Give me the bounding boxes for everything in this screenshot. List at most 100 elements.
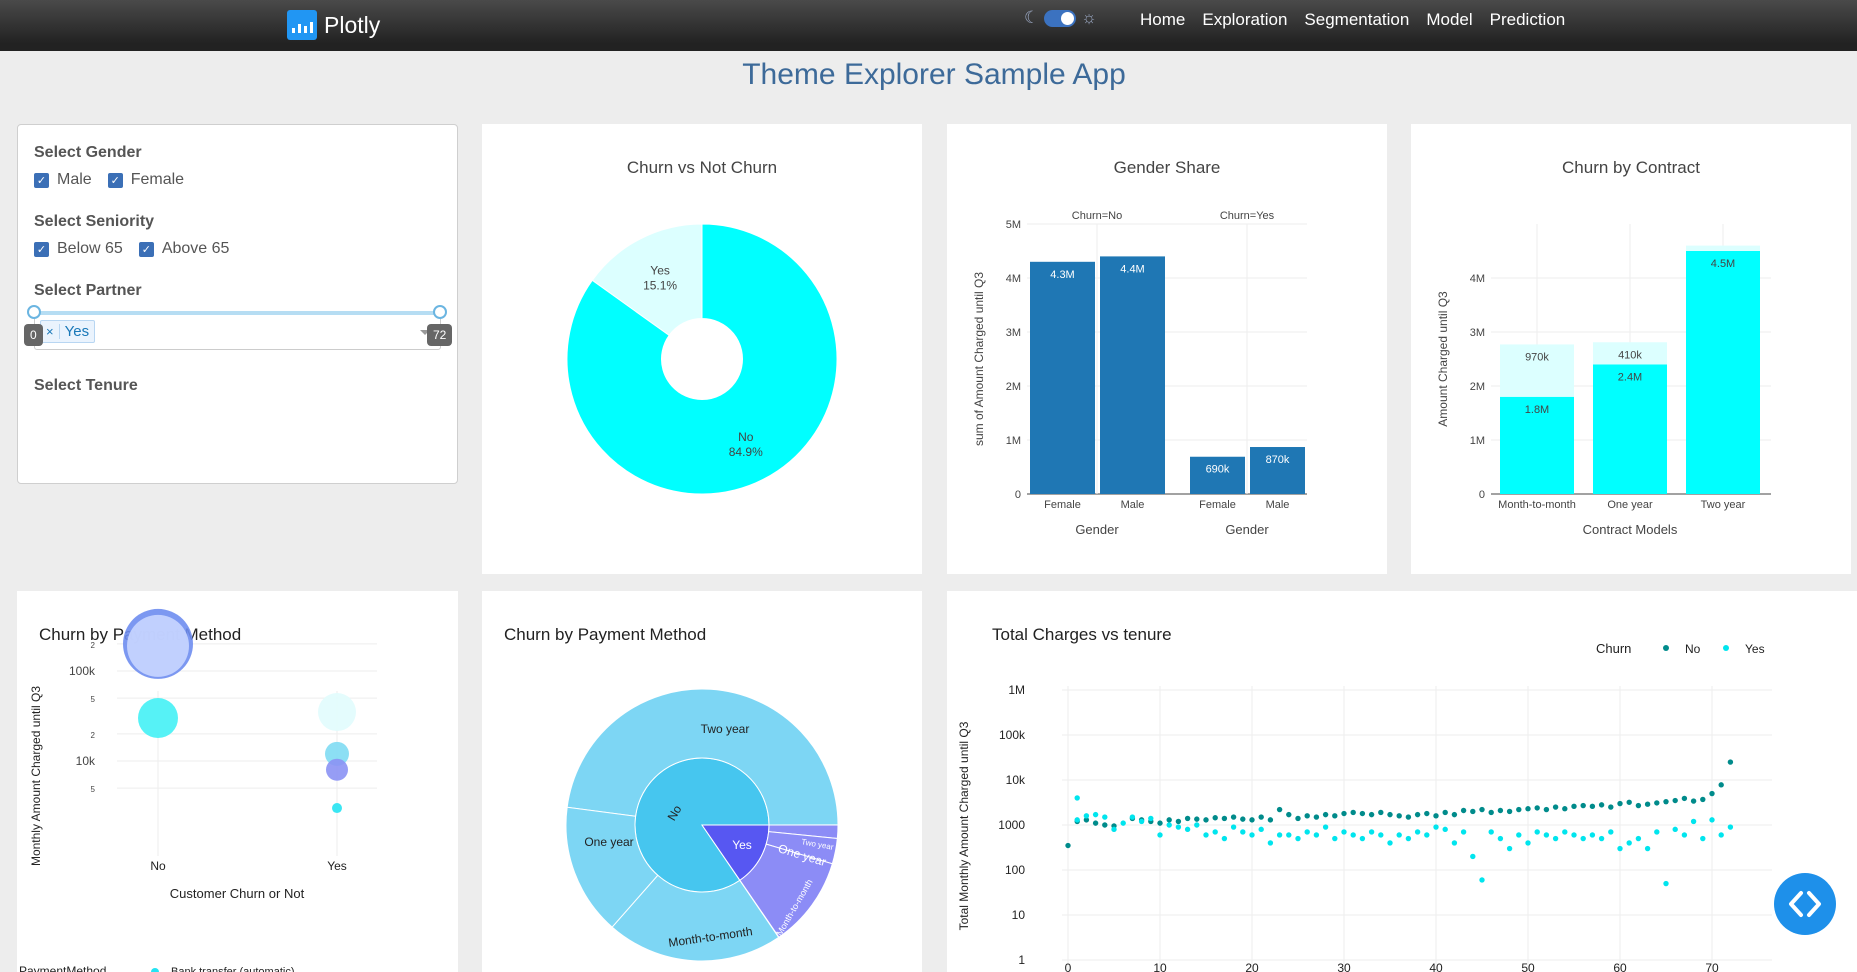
nav-segmentation[interactable]: Segmentation	[1304, 10, 1410, 29]
scatter-point	[1341, 810, 1347, 817]
scatter-point	[1635, 802, 1642, 809]
scatter-point	[1092, 811, 1099, 818]
tenure-min-value: 0	[24, 324, 43, 346]
scatter-point	[1506, 808, 1513, 815]
code-toggle-button[interactable]	[1774, 873, 1836, 935]
x-axis-title: Gender	[1225, 522, 1269, 537]
bar-data-label: 4.5M	[1711, 258, 1735, 270]
payment-sunburst-card: Churn by Payment Method No Yes Two year One…	[482, 591, 922, 972]
bar-data-label: 410k	[1618, 349, 1642, 361]
bar	[1686, 251, 1760, 494]
x-tick-label: 70	[1705, 961, 1719, 972]
scatter-point	[1166, 817, 1172, 823]
tenure-label: Select Tenure	[34, 377, 138, 394]
scatter-point	[1175, 824, 1182, 830]
scatter-point	[1598, 835, 1605, 842]
scatter-point	[1552, 835, 1559, 842]
scatter-point	[1148, 815, 1154, 822]
x-tick-label: 40	[1429, 961, 1443, 972]
nav-model[interactable]: Model	[1426, 10, 1473, 29]
scatter-point	[1470, 808, 1476, 815]
y-tick-label: 4M	[1006, 273, 1021, 285]
scatter-point	[1534, 805, 1540, 811]
checkbox-label: Below 65	[57, 240, 123, 257]
scatter-point	[1681, 832, 1688, 838]
nav-home[interactable]: Home	[1140, 10, 1186, 29]
chart-title: Churn by Payment Method	[504, 625, 707, 644]
bar	[1593, 342, 1667, 365]
slice-label: No	[738, 430, 754, 444]
scatter-point	[1488, 829, 1494, 835]
x-tick-label: 60	[1613, 961, 1627, 972]
partner-label: Select Partner	[34, 282, 142, 299]
scatter-point	[1516, 832, 1522, 838]
scatter-point	[1350, 809, 1356, 816]
scatter-point	[1433, 813, 1439, 819]
scatter-point	[1460, 829, 1467, 835]
partner-dropdown[interactable]: × Yes	[34, 313, 441, 350]
main-nav: Home Exploration Segmentation Model Pred…	[1140, 10, 1565, 30]
tenure-min-handle[interactable]	[27, 305, 41, 319]
nav-exploration[interactable]: Exploration	[1202, 10, 1288, 29]
scatter-point	[1175, 818, 1182, 825]
tenure-max-handle[interactable]	[433, 305, 447, 319]
tenure-slider-track[interactable]	[34, 311, 440, 315]
scatter-point	[1240, 816, 1246, 822]
tenure-scatter-chart: 1 10 100 1000 10k 100k 1M 0 10 20 30 40 50 60 70 Total …	[957, 641, 1772, 972]
scatter-point	[1626, 799, 1632, 805]
chevron-down-icon[interactable]	[420, 330, 430, 335]
gender-female-checkbox[interactable]: ✓ Female	[107, 171, 184, 189]
seniority-below-checkbox[interactable]: ✓ Below 65	[34, 240, 123, 258]
x-tick-label: 20	[1245, 961, 1259, 972]
scatter-point	[1433, 824, 1439, 830]
scatter-point	[1727, 824, 1734, 830]
y-tick-label: 2M	[1006, 381, 1021, 393]
scatter-point	[1405, 835, 1412, 842]
bar-data-label: 2.4M	[1618, 371, 1642, 383]
scatter-point	[1525, 806, 1531, 812]
brand[interactable]: Plotly	[287, 10, 380, 40]
seniority-above-checkbox[interactable]: ✓ Above 65	[138, 240, 230, 258]
theme-switch[interactable]	[1044, 9, 1077, 27]
segment-label: Yes	[732, 838, 752, 852]
scatter-point	[1249, 817, 1255, 823]
scatter-point	[1617, 845, 1623, 852]
bar	[1500, 344, 1574, 397]
gender-male-checkbox[interactable]: ✓ Male	[34, 171, 92, 189]
payment-bubble-card: Churn by Payment Method 510k25100k2NoYes…	[17, 591, 458, 972]
checkbox-label: Above 65	[161, 240, 230, 257]
scatter-point	[1424, 810, 1430, 817]
bar	[1500, 396, 1574, 494]
gender-share-chart: 0 1M 2M 3M 4M 5M Churn=No Gender Churn=Yes Gender…	[972, 210, 1307, 537]
scatter-point	[1368, 829, 1375, 835]
x-tick-label: No	[150, 859, 166, 873]
scatter-point	[1304, 813, 1310, 819]
scatter-point	[1580, 802, 1586, 809]
y-tick-label: 2	[91, 731, 96, 740]
check-icon: ✓	[107, 172, 123, 188]
legend-marker	[1723, 645, 1729, 651]
slice-label: Yes	[650, 263, 670, 277]
scatter-point	[1414, 811, 1421, 818]
filter-panel: Select Gender ✓ Male ✓ Female Select Senio…	[17, 124, 458, 484]
y-tick-label: 1M	[1470, 435, 1485, 447]
theme-toggle[interactable]: ☾ ☼	[1024, 8, 1097, 28]
y-tick-label: 100k	[69, 664, 96, 678]
code-brackets-icon	[1789, 891, 1821, 917]
scatter-point	[1194, 822, 1200, 828]
scatter-point	[1157, 832, 1163, 838]
churn-donut-card: Churn vs Not Churn Yes 15.1% No 84.9%	[482, 124, 922, 574]
bubble	[127, 614, 189, 677]
bar	[1030, 261, 1095, 494]
check-icon: ✓	[34, 241, 49, 257]
scatter-point	[1424, 832, 1430, 838]
scatter-point	[1681, 795, 1688, 802]
y-axis-title: sum of Amount Charged until Q3	[972, 272, 986, 446]
x-tick-label: 10	[1153, 961, 1167, 972]
remove-tag-icon[interactable]: ×	[41, 324, 60, 339]
nav-prediction[interactable]: Prediction	[1489, 10, 1566, 29]
scatter-point	[1212, 815, 1218, 821]
scatter-point	[1276, 832, 1283, 838]
x-tick-label: Two year	[1701, 499, 1746, 511]
